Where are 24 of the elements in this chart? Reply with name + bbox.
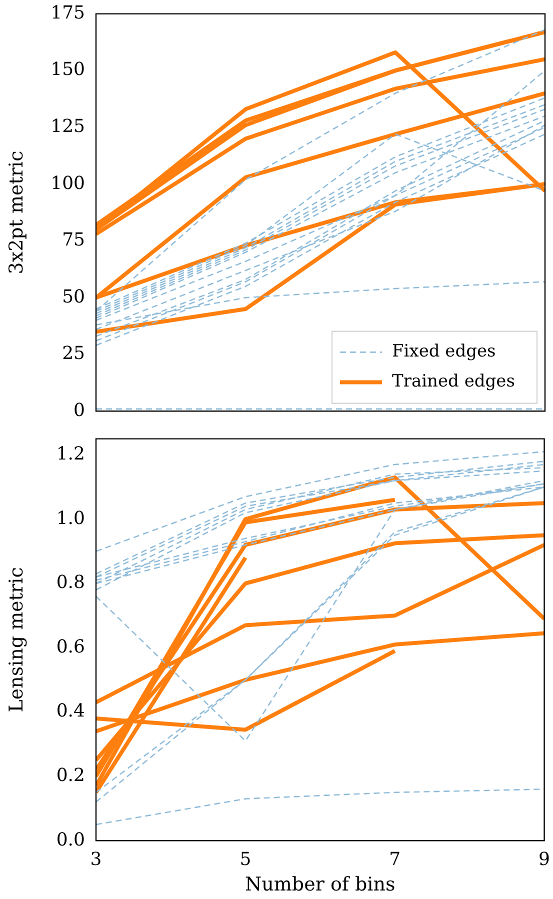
y-tick-label: 50 (62, 286, 85, 308)
x-tick-label: 7 (389, 849, 401, 870)
y-tick-label: 0.8 (56, 572, 85, 594)
y-tick-label: 0.0 (56, 829, 85, 850)
y-tick-label: 0.2 (56, 764, 85, 786)
y-axis-title: Lensing metric (5, 567, 28, 712)
y-tick-label: 0.6 (56, 636, 85, 658)
legend-label: Trained edges (392, 372, 515, 392)
x-tick-label: 9 (538, 849, 550, 870)
y-axis-title: 3x2pt metric (5, 150, 28, 274)
y-tick-label: 125 (50, 116, 85, 138)
y-tick-label: 0.4 (56, 700, 85, 722)
y-tick-label: 0 (74, 400, 85, 421)
y-tick-label: 100 (50, 172, 85, 194)
y-tick-label: 175 (50, 2, 85, 24)
y-tick-label: 25 (62, 343, 85, 364)
x-axis-title: Number of bins (245, 874, 396, 896)
x-tick-label: 3 (90, 849, 102, 870)
legend-label: Fixed edges (392, 342, 496, 362)
y-tick-label: 1.2 (56, 444, 85, 465)
y-tick-label: 1.0 (56, 508, 85, 529)
x-tick-label: 5 (240, 849, 252, 870)
y-tick-label: 75 (62, 230, 85, 251)
y-tick-label: 150 (50, 59, 85, 80)
